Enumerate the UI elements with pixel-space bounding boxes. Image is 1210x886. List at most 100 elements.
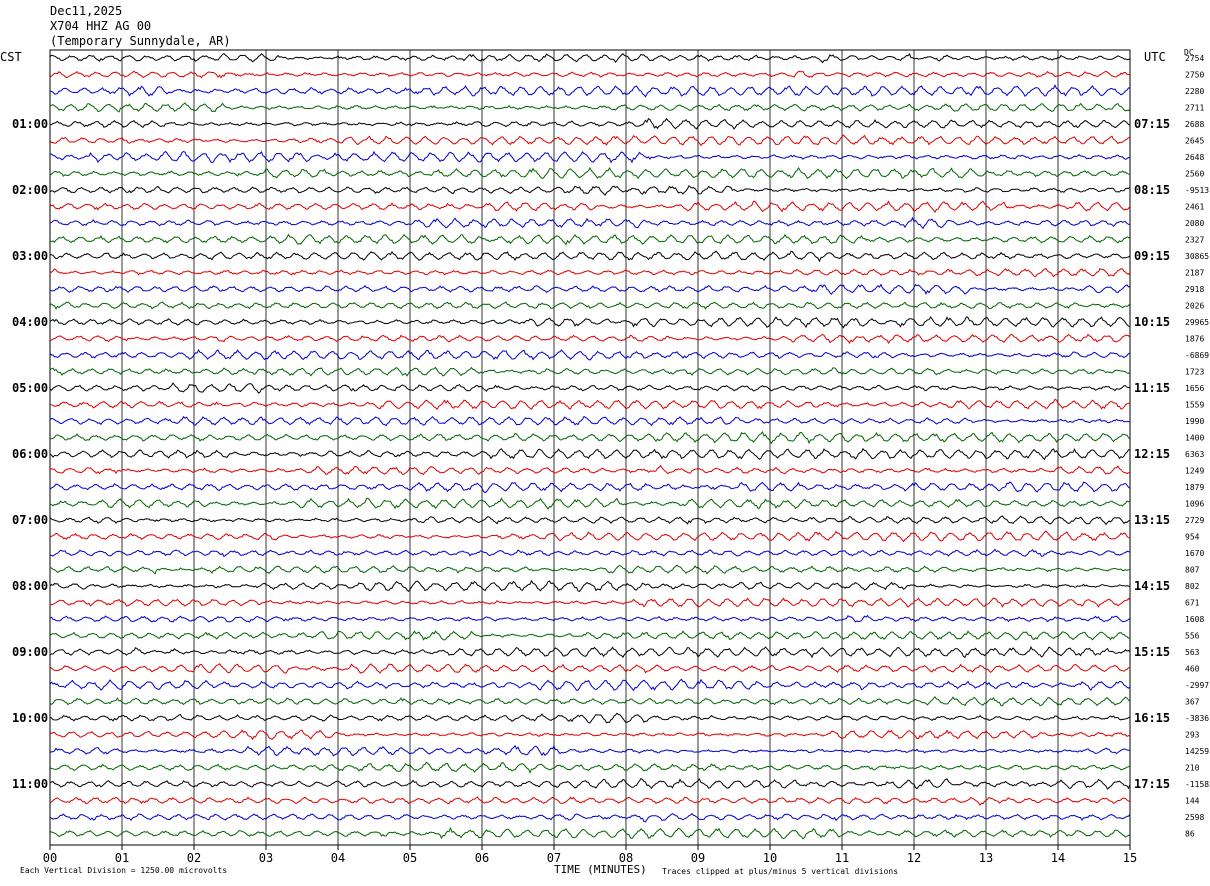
seismic-trace [49, 216, 1131, 230]
seismic-trace [49, 777, 1131, 790]
dc-offset-label: 367 [1185, 698, 1200, 707]
x-tick-label: 12 [907, 851, 921, 865]
dc-offset-label: -9513 [1185, 186, 1209, 195]
dc-offset-label: -3836 [1185, 714, 1209, 723]
seismic-trace [49, 301, 1131, 310]
x-tick-label: 00 [43, 851, 57, 865]
seismic-trace [49, 134, 1131, 147]
dc-offset-label: -11583 [1185, 780, 1210, 789]
dc-offset-label: 802 [1185, 582, 1200, 591]
seismic-trace [49, 283, 1131, 295]
seismic-trace [49, 530, 1131, 543]
seismic-trace [49, 52, 1131, 64]
seismic-trace [49, 333, 1131, 345]
seismic-trace [49, 796, 1131, 806]
x-tick-label: 15 [1123, 851, 1137, 865]
hour-label-cst: 04:00 [12, 315, 48, 329]
dc-offset-label: 6363 [1185, 450, 1204, 459]
dc-offset-label: 807 [1185, 566, 1200, 575]
dc-offset-label: 293 [1185, 731, 1200, 740]
hour-label-utc: 11:15 [1134, 381, 1170, 395]
seismic-trace [49, 729, 1131, 741]
dc-offset-label: 2918 [1185, 285, 1204, 294]
dc-offset-label: 1879 [1185, 483, 1204, 492]
seismic-trace [49, 200, 1131, 214]
seismic-trace [49, 415, 1131, 427]
x-axis-title: TIME (MINUTES) [554, 863, 647, 876]
seismic-trace [49, 348, 1131, 361]
clip-note: Traces clipped at plus/minus 5 vertical … [662, 867, 899, 876]
hour-label-cst: 01:00 [12, 117, 48, 131]
dc-offset-label: 1559 [1185, 401, 1204, 410]
seismic-trace [49, 696, 1131, 707]
dc-offset-label: 1990 [1185, 417, 1204, 426]
dc-offset-label: 1608 [1185, 615, 1204, 624]
seismic-trace [49, 645, 1131, 659]
x-tick-label: 08 [619, 851, 633, 865]
x-tick-label: 09 [691, 851, 705, 865]
seismic-trace [49, 497, 1131, 510]
seismic-trace [49, 70, 1131, 79]
seismic-trace [49, 166, 1131, 180]
seismic-trace [49, 117, 1131, 130]
dc-offset-label: 144 [1185, 797, 1200, 806]
seismic-trace [49, 597, 1131, 608]
dc-offset-label: 1723 [1185, 368, 1204, 377]
hour-label-cst: 06:00 [12, 447, 48, 461]
x-tick-label: 05 [403, 851, 417, 865]
hour-label-cst: 05:00 [12, 381, 48, 395]
seismic-trace [49, 579, 1131, 593]
seismic-trace [49, 102, 1131, 113]
dc-offset-label: 1400 [1185, 434, 1204, 443]
hour-label-cst: 03:00 [12, 249, 48, 263]
seismic-trace [49, 430, 1131, 445]
x-tick-label: 11 [835, 851, 849, 865]
seismic-trace [49, 515, 1131, 526]
dc-offset-label: 460 [1185, 665, 1200, 674]
dc-offset-label: 2598 [1185, 813, 1204, 822]
seismic-trace [49, 812, 1131, 823]
dc-offset-label: -2997 [1185, 681, 1209, 690]
x-tick-label: 06 [475, 851, 489, 865]
dc-offset-label: 2645 [1185, 137, 1204, 146]
seismic-trace [49, 268, 1131, 278]
hour-label-cst: 10:00 [12, 711, 48, 725]
dc-offset-label: 1656 [1185, 384, 1204, 393]
x-tick-label: 02 [187, 851, 201, 865]
dc-offset-label: 2729 [1185, 516, 1204, 525]
dc-offset-label: 563 [1185, 648, 1200, 657]
hour-label-utc: 16:15 [1134, 711, 1170, 725]
seismic-trace [49, 678, 1131, 692]
dc-offset-label: 2648 [1185, 153, 1204, 162]
station-label: X704 HHZ AG 00 [50, 19, 152, 33]
dc-offset-label: 86 [1185, 830, 1195, 839]
dc-offset-label: 1670 [1185, 549, 1204, 558]
seismic-trace [49, 826, 1131, 840]
seismic-trace [49, 398, 1131, 411]
seismic-trace [49, 761, 1131, 774]
dc-offset-label: 30865 [1185, 252, 1209, 261]
x-tick-label: 01 [115, 851, 129, 865]
date-label: Dec11,2025 [50, 4, 123, 18]
x-tick-label: 03 [259, 851, 273, 865]
seismic-trace [49, 481, 1131, 494]
x-tick-label: 14 [1051, 851, 1065, 865]
seismic-trace [49, 630, 1131, 641]
x-tick-label: 07 [547, 851, 561, 865]
dc-offset-label: 29965 [1185, 318, 1209, 327]
cst-zone-label: CST [0, 50, 22, 64]
seismic-trace [49, 712, 1131, 724]
hour-label-cst: 02:00 [12, 183, 48, 197]
dc-offset-label: 2688 [1185, 120, 1204, 129]
dc-label: DC [1184, 48, 1194, 57]
dc-offset-label: 2080 [1185, 219, 1204, 228]
seismic-trace [49, 233, 1131, 246]
hour-label-utc: 17:15 [1134, 777, 1170, 791]
hour-label-utc: 07:15 [1134, 117, 1170, 131]
hour-label-cst: 07:00 [12, 513, 48, 527]
hour-label-utc: 12:15 [1134, 447, 1170, 461]
seismic-trace [49, 150, 1131, 164]
seismic-trace [49, 382, 1131, 394]
dc-offset-label: 14259 [1185, 747, 1209, 756]
dc-offset-label: 556 [1185, 632, 1200, 641]
